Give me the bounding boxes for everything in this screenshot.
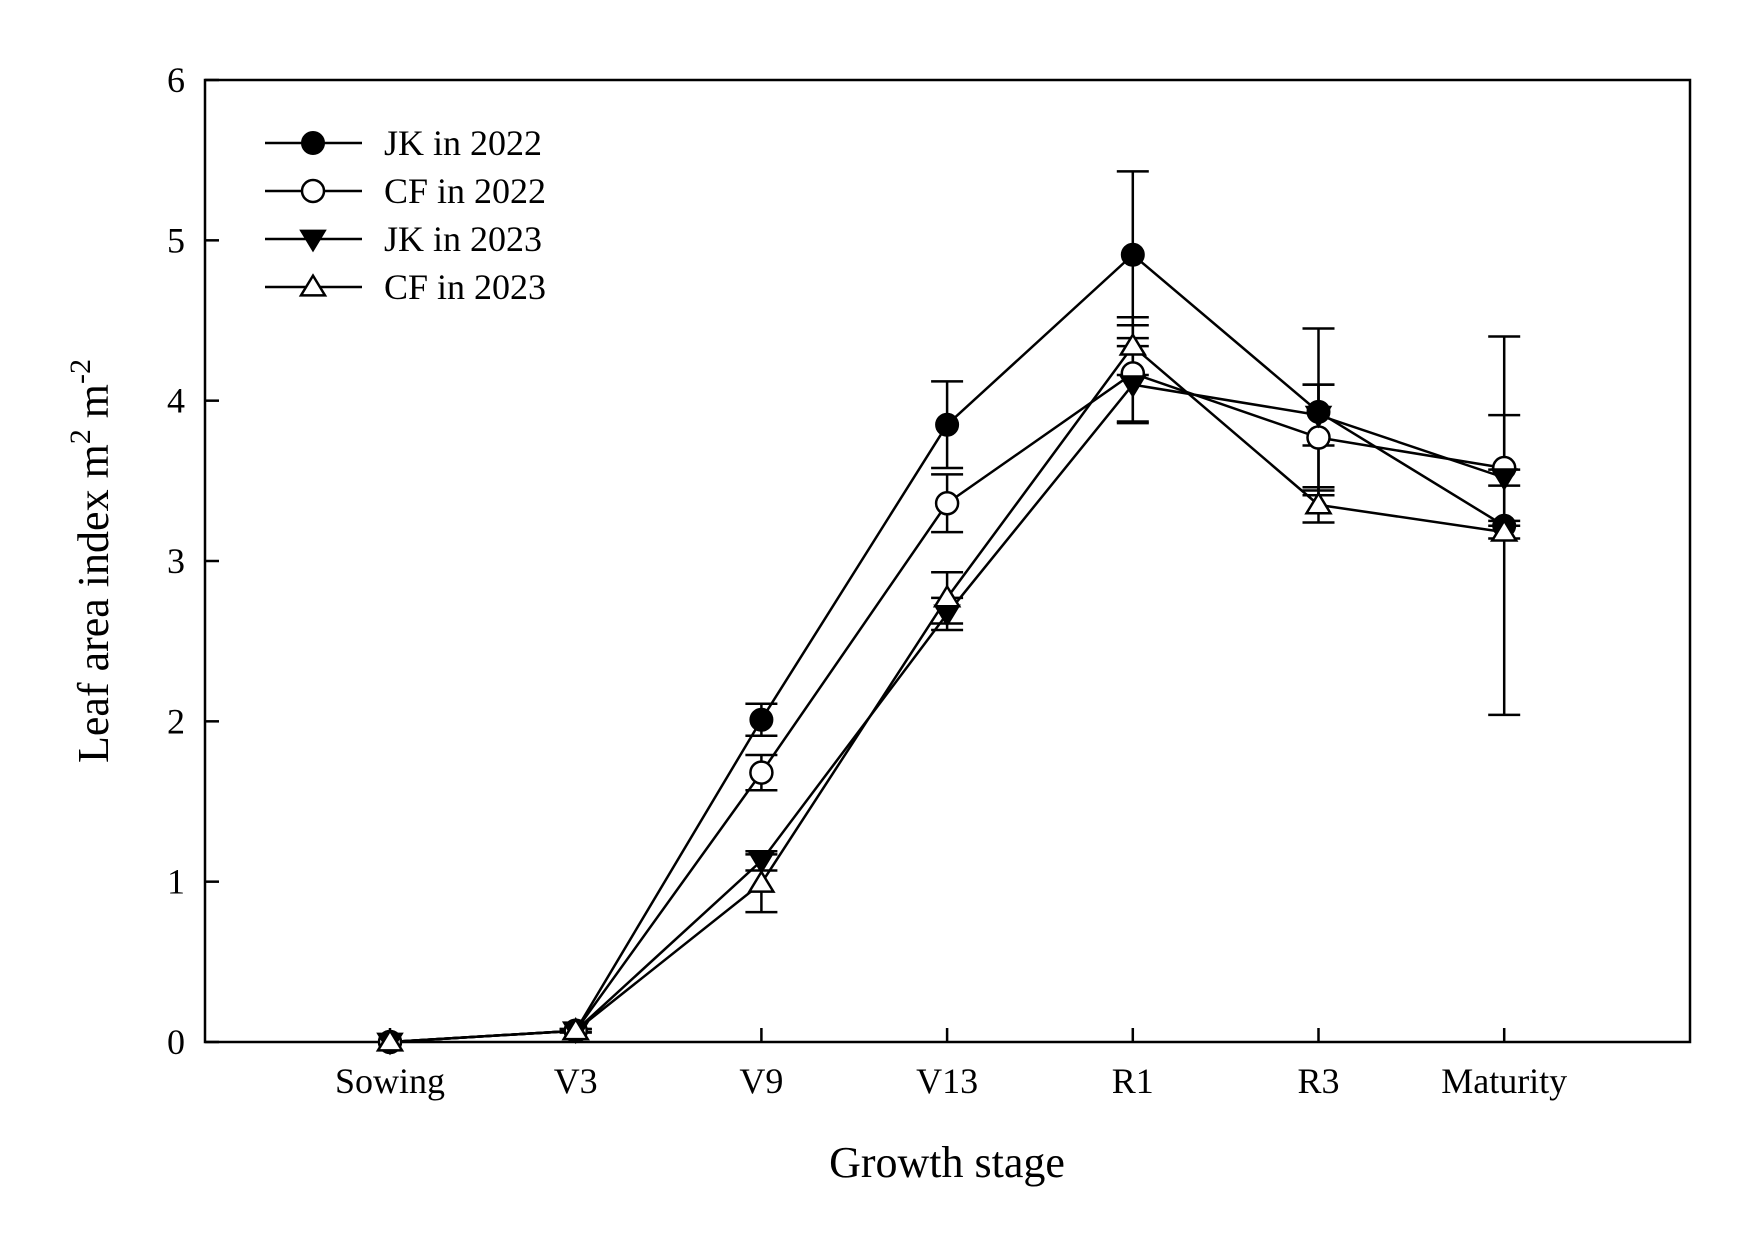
series-jk-in-2023	[389, 344, 1521, 1044]
legend-label: JK in 2022	[384, 123, 542, 163]
data-point	[375, 1028, 405, 1052]
x-axis-label: Growth stage	[829, 1138, 1065, 1187]
data-point	[749, 760, 774, 785]
x-tick-label: R1	[1112, 1061, 1154, 1101]
y-axis-label-mid: m	[69, 384, 118, 429]
data-point	[747, 869, 776, 893]
x-tick-label: V9	[739, 1061, 783, 1101]
data-point	[934, 491, 960, 516]
y-axis-label-sup2: -2	[64, 359, 97, 384]
legend-marker	[299, 229, 327, 253]
x-tick-label: V13	[916, 1061, 978, 1101]
legend: JK in 2022 CF in 2022 JK in 2023 CF in 2023	[265, 123, 546, 307]
data-point	[1490, 468, 1518, 491]
series-markers	[378, 242, 1517, 1054]
y-axis-label: Leaf area index m2 m-2	[64, 359, 118, 763]
y-tick-label: 4	[167, 381, 185, 421]
x-axis-ticks: Sowing V3 V9 V13 R1 R3 Maturity	[335, 1028, 1567, 1101]
data-point	[747, 851, 776, 875]
data-point	[561, 1016, 590, 1041]
data-point	[1118, 332, 1148, 356]
data-point	[1489, 518, 1519, 542]
legend-marker	[301, 131, 325, 155]
y-tick-label: 3	[167, 541, 185, 581]
y-tick-label: 5	[167, 220, 185, 260]
x-tick-label: R3	[1297, 1061, 1339, 1101]
y-axis-label-main: Leaf area index m	[69, 444, 118, 763]
data-point	[1304, 405, 1333, 429]
data-point	[1119, 375, 1147, 398]
y-tick-label: 2	[167, 701, 185, 741]
legend-label: CF in 2022	[384, 171, 546, 211]
data-point	[1120, 242, 1145, 267]
legend-label: CF in 2023	[384, 267, 546, 307]
series-markers	[375, 332, 1519, 1052]
y-axis-label-sup1: 2	[64, 429, 97, 444]
y-tick-label: 0	[167, 1022, 185, 1062]
data-point	[935, 412, 960, 437]
data-point	[749, 707, 774, 732]
x-tick-label: Sowing	[335, 1061, 445, 1101]
data-point	[932, 584, 962, 608]
series-line	[389, 253, 1505, 1044]
legend-marker	[298, 273, 328, 297]
data-point	[1304, 491, 1333, 515]
legend-marker	[300, 178, 326, 204]
legend-label: JK in 2023	[384, 219, 542, 259]
y-axis-ticks: 0 1 2 3 4 5 6	[167, 60, 219, 1062]
series-layer	[375, 170, 1521, 1056]
y-tick-label: 6	[167, 60, 185, 100]
x-tick-label: V3	[554, 1061, 598, 1101]
data-point	[1306, 425, 1331, 450]
x-tick-label: Maturity	[1441, 1061, 1567, 1101]
y-tick-label: 1	[167, 862, 185, 902]
